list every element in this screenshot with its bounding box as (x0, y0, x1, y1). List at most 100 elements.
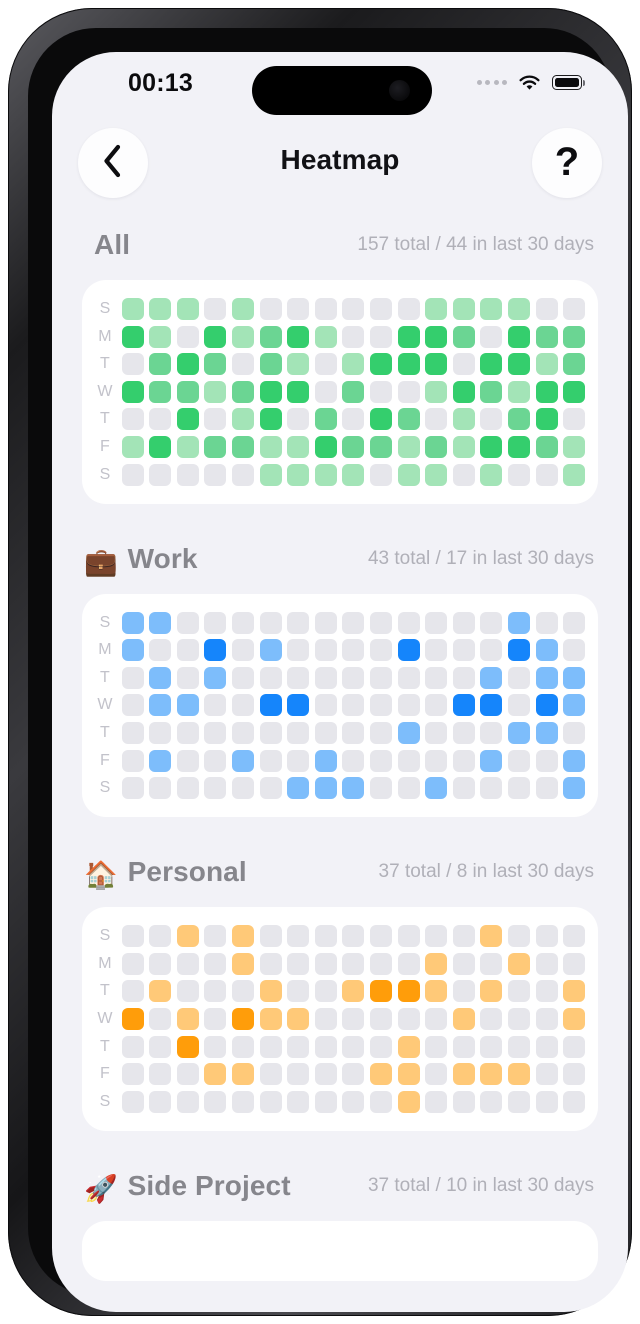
heatmap-cell[interactable] (480, 353, 503, 376)
heatmap-cell[interactable] (369, 980, 392, 1003)
heatmap-cell[interactable] (204, 463, 227, 486)
heatmap-cell[interactable] (342, 666, 365, 689)
heatmap-cell[interactable] (369, 353, 392, 376)
heatmap-cell[interactable] (397, 435, 420, 458)
heatmap-cell[interactable] (149, 611, 172, 634)
heatmap-cell[interactable] (452, 721, 475, 744)
heatmap-cell[interactable] (425, 435, 448, 458)
heatmap-cell[interactable] (121, 1007, 144, 1030)
heatmap-cell[interactable] (507, 749, 530, 772)
heatmap-cell[interactable] (287, 639, 310, 662)
heatmap-cell[interactable] (369, 463, 392, 486)
heatmap-cell[interactable] (204, 749, 227, 772)
heatmap-cell[interactable] (535, 1090, 558, 1113)
heatmap-cell[interactable] (507, 325, 530, 348)
heatmap-cell[interactable] (563, 435, 586, 458)
heatmap-cell[interactable] (425, 325, 448, 348)
heatmap-cell[interactable] (259, 721, 282, 744)
heatmap-cell[interactable] (176, 325, 199, 348)
heatmap-cell[interactable] (507, 1007, 530, 1030)
heatmap-cell[interactable] (231, 1090, 254, 1113)
heatmap-cell[interactable] (314, 666, 337, 689)
heatmap-cell[interactable] (259, 694, 282, 717)
heatmap-cell[interactable] (425, 777, 448, 800)
heatmap-cell[interactable] (121, 408, 144, 431)
heatmap-cell[interactable] (231, 777, 254, 800)
heatmap-cell[interactable] (563, 380, 586, 403)
heatmap-cell[interactable] (314, 1090, 337, 1113)
heatmap-cell[interactable] (369, 408, 392, 431)
heatmap-cell[interactable] (231, 380, 254, 403)
heatmap-cell[interactable] (397, 749, 420, 772)
heatmap-cell[interactable] (535, 353, 558, 376)
heatmap-cell[interactable] (287, 952, 310, 975)
heatmap-cell[interactable] (204, 408, 227, 431)
heatmap-cell[interactable] (452, 298, 475, 320)
heatmap-cell[interactable] (507, 777, 530, 800)
heatmap-cell[interactable] (425, 666, 448, 689)
heatmap-cell[interactable] (204, 1063, 227, 1086)
heatmap-cell[interactable] (176, 1007, 199, 1030)
heatmap-cell[interactable] (342, 952, 365, 975)
heatmap-cell[interactable] (231, 639, 254, 662)
heatmap-cell[interactable] (314, 611, 337, 634)
heatmap-cell[interactable] (480, 408, 503, 431)
heatmap-cell[interactable] (231, 298, 254, 320)
heatmap-cell[interactable] (121, 639, 144, 662)
heatmap-cell[interactable] (176, 1090, 199, 1113)
heatmap-cell[interactable] (149, 749, 172, 772)
heatmap-cell[interactable] (452, 749, 475, 772)
heatmap-cell[interactable] (314, 325, 337, 348)
heatmap-cell[interactable] (397, 952, 420, 975)
heatmap-cell[interactable] (452, 694, 475, 717)
heatmap-cell[interactable] (287, 298, 310, 320)
heatmap-cell[interactable] (121, 463, 144, 486)
heatmap-cell[interactable] (397, 694, 420, 717)
heatmap-cell[interactable] (287, 435, 310, 458)
heatmap-cell[interactable] (535, 408, 558, 431)
heatmap-cell[interactable] (452, 353, 475, 376)
heatmap-cell[interactable] (397, 353, 420, 376)
heatmap-cell[interactable] (314, 435, 337, 458)
heatmap-cell[interactable] (563, 611, 586, 634)
heatmap-cell[interactable] (369, 435, 392, 458)
heatmap-cell[interactable] (314, 408, 337, 431)
heatmap-cell[interactable] (176, 1035, 199, 1058)
heatmap-cell[interactable] (149, 408, 172, 431)
heatmap-cell[interactable] (121, 952, 144, 975)
heatmap-cell[interactable] (231, 1035, 254, 1058)
heatmap-cell[interactable] (176, 435, 199, 458)
heatmap-cell[interactable] (287, 611, 310, 634)
heatmap-cell[interactable] (121, 666, 144, 689)
heatmap-cell[interactable] (176, 694, 199, 717)
heatmap-cell[interactable] (425, 749, 448, 772)
heatmap-card-side-project[interactable] (82, 1220, 598, 1281)
heatmap-cell[interactable] (563, 721, 586, 744)
heatmap-cell[interactable] (563, 666, 586, 689)
heatmap-cell[interactable] (121, 980, 144, 1003)
heatmap-cell[interactable] (149, 463, 172, 486)
heatmap-cell[interactable] (480, 666, 503, 689)
heatmap-cell[interactable] (121, 694, 144, 717)
heatmap-cell[interactable] (507, 980, 530, 1003)
heatmap-cell[interactable] (480, 925, 503, 948)
heatmap-cell[interactable] (149, 980, 172, 1003)
heatmap-cell[interactable] (480, 298, 503, 320)
heatmap-cell[interactable] (342, 980, 365, 1003)
heatmap-cell[interactable] (507, 353, 530, 376)
heatmap-cell[interactable] (342, 639, 365, 662)
heatmap-cell[interactable] (452, 777, 475, 800)
help-button[interactable]: ? (532, 128, 602, 198)
heatmap-cell[interactable] (149, 1007, 172, 1030)
heatmap-cell[interactable] (397, 1090, 420, 1113)
heatmap-cell[interactable] (231, 463, 254, 486)
heatmap-cell[interactable] (425, 1063, 448, 1086)
heatmap-cell[interactable] (314, 925, 337, 948)
heatmap-cell[interactable] (287, 1063, 310, 1086)
heatmap-cell[interactable] (204, 777, 227, 800)
heatmap-cell[interactable] (480, 325, 503, 348)
heatmap-cell[interactable] (231, 925, 254, 948)
heatmap-cell[interactable] (425, 980, 448, 1003)
heatmap-cell[interactable] (480, 639, 503, 662)
